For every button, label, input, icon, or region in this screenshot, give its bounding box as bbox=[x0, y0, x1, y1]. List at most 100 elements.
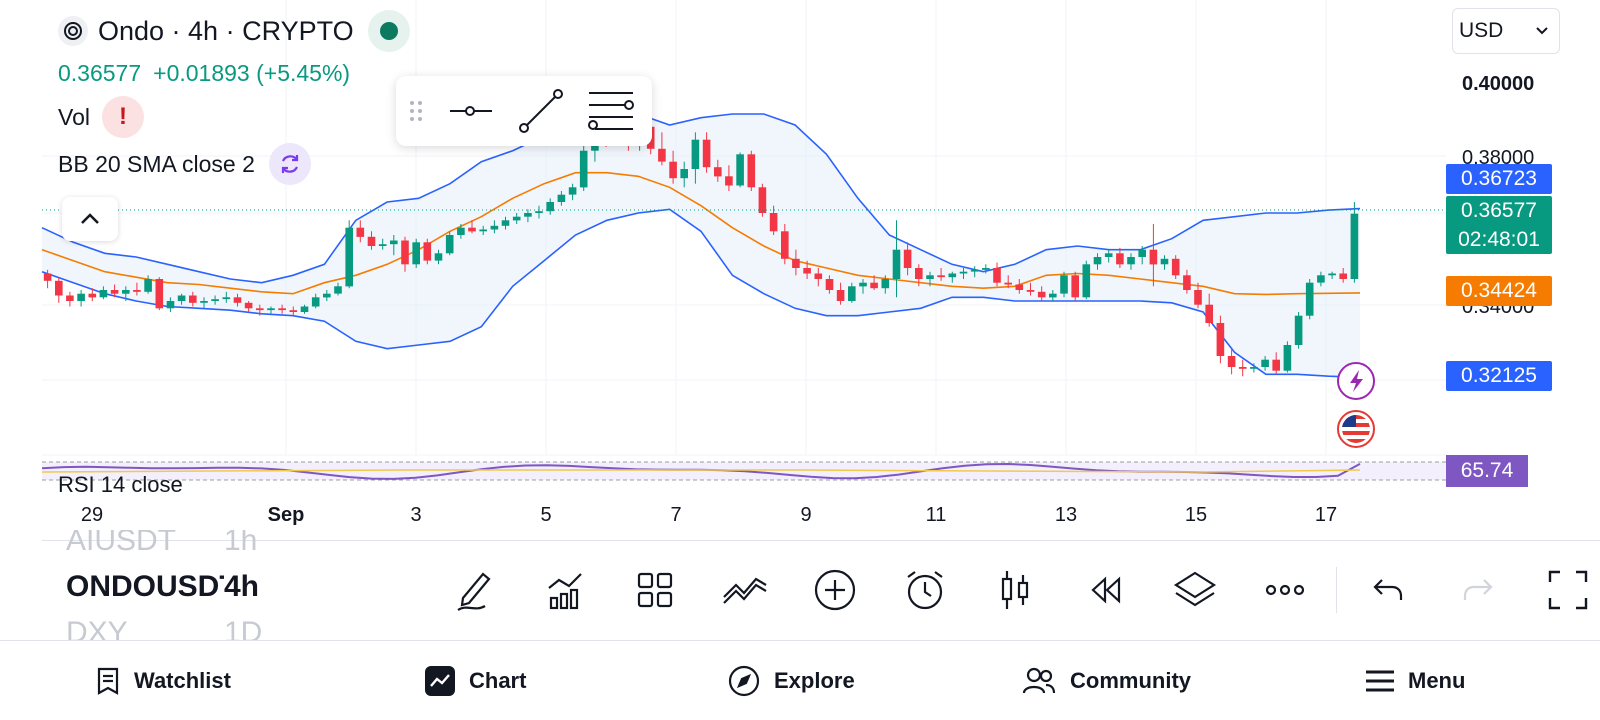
alert-icon[interactable] bbox=[880, 560, 970, 620]
time-tick: 9 bbox=[800, 504, 812, 526]
picker-symbol: ONDOUSDT bbox=[66, 570, 224, 603]
horizontal-ray-icon[interactable] bbox=[436, 81, 506, 141]
collapse-legend-button[interactable] bbox=[62, 197, 118, 241]
drag-handle-icon[interactable] bbox=[396, 99, 436, 123]
candle bbox=[1183, 269, 1191, 294]
market-status-icon[interactable] bbox=[367, 10, 410, 52]
layout-grid-icon[interactable] bbox=[610, 560, 700, 620]
candle bbox=[1194, 282, 1202, 309]
bollinger-fill bbox=[42, 110, 1360, 378]
bottom-navigation: Watchlist Chart Explore Community Menu bbox=[0, 640, 1600, 720]
candle bbox=[714, 159, 722, 182]
volume-legend[interactable]: Vol ! bbox=[58, 96, 144, 138]
candle bbox=[43, 269, 52, 289]
candle bbox=[345, 220, 353, 289]
candle bbox=[825, 275, 834, 294]
candle bbox=[166, 297, 175, 312]
nav-chart[interactable]: Chart bbox=[425, 665, 527, 696]
rsi-legend[interactable]: RSI 14 close bbox=[58, 472, 183, 496]
layers-icon[interactable] bbox=[1150, 560, 1240, 620]
currency-select[interactable]: USD bbox=[1452, 8, 1560, 54]
candle bbox=[725, 165, 733, 191]
symbol-legend[interactable]: Ondo · 4h · CRYPTO bbox=[58, 10, 410, 52]
time-tick: 7 bbox=[670, 504, 682, 526]
candle bbox=[434, 249, 443, 265]
candle bbox=[1104, 249, 1113, 263]
candle bbox=[970, 266, 979, 278]
bollinger-basis-line bbox=[41, 171, 1361, 296]
candle bbox=[1160, 255, 1169, 270]
last-price-tag-value: 0.36577 bbox=[1461, 199, 1537, 222]
price-change: +0.01893 (+5.45%) bbox=[153, 60, 351, 86]
bar-countdown: 02:48:01 bbox=[1458, 228, 1540, 251]
candle bbox=[367, 231, 376, 250]
picker-row[interactable]: AIUSDT 1h bbox=[66, 530, 257, 558]
candle bbox=[1116, 247, 1124, 268]
candle bbox=[702, 132, 711, 173]
picker-interval: 1h bbox=[224, 530, 258, 557]
refresh-icon[interactable] bbox=[268, 143, 311, 185]
redo-icon[interactable] bbox=[1433, 560, 1523, 620]
candle bbox=[546, 198, 554, 215]
rsi-label: RSI 14 close bbox=[58, 472, 183, 496]
symbol-interval-picker[interactable]: AIUSDT 1h ONDOUSDT 4h DXY 1D bbox=[66, 530, 276, 640]
candle bbox=[501, 216, 510, 230]
community-icon bbox=[1022, 667, 1056, 693]
candle bbox=[803, 260, 811, 279]
price-chart[interactable] bbox=[0, 0, 1600, 500]
nav-menu[interactable]: Menu bbox=[1366, 668, 1465, 694]
candle bbox=[512, 213, 521, 224]
candle bbox=[1317, 271, 1325, 287]
add-icon[interactable] bbox=[790, 560, 880, 620]
time-tick: 29 bbox=[80, 504, 104, 526]
chart-icon bbox=[425, 665, 455, 696]
candle bbox=[926, 271, 934, 287]
nav-explore[interactable]: Explore bbox=[728, 665, 855, 697]
candle-type-icon[interactable] bbox=[970, 560, 1060, 620]
trend-line-icon[interactable] bbox=[506, 81, 576, 141]
nav-community[interactable]: Community bbox=[1022, 667, 1191, 695]
picker-row-selected[interactable]: ONDOUSDT 4h bbox=[66, 570, 259, 604]
candle bbox=[99, 286, 108, 300]
fib-levels-icon[interactable] bbox=[576, 81, 646, 141]
candle bbox=[155, 277, 164, 311]
chart-toolbar bbox=[430, 560, 1600, 620]
candle bbox=[1305, 279, 1314, 320]
fullscreen-icon[interactable] bbox=[1523, 560, 1600, 620]
warning-icon[interactable]: ! bbox=[101, 96, 144, 138]
undo-icon[interactable] bbox=[1343, 560, 1433, 620]
candle bbox=[848, 282, 856, 303]
candle bbox=[579, 143, 588, 191]
candle bbox=[859, 279, 867, 294]
candle bbox=[1004, 275, 1012, 289]
candle bbox=[959, 268, 968, 279]
bolt-icon bbox=[1337, 362, 1375, 400]
toolbar-divider bbox=[1336, 567, 1337, 613]
indicators-icon[interactable] bbox=[520, 560, 610, 620]
candle bbox=[77, 290, 85, 307]
candle bbox=[669, 150, 677, 184]
compare-icon[interactable] bbox=[700, 560, 790, 620]
more-icon[interactable] bbox=[1240, 560, 1330, 620]
candle bbox=[88, 288, 97, 301]
candle bbox=[736, 152, 744, 188]
candle bbox=[1049, 290, 1057, 301]
candle bbox=[233, 293, 242, 307]
nav-chart-label: Chart bbox=[469, 667, 527, 693]
candle bbox=[390, 235, 398, 256]
nav-watchlist[interactable]: Watchlist bbox=[96, 667, 231, 695]
picker-symbol: AIUSDT bbox=[66, 530, 177, 557]
candle bbox=[758, 183, 767, 217]
bollinger-label: BB 20 SMA close 2 bbox=[58, 150, 255, 177]
candle bbox=[993, 262, 1001, 287]
bollinger-legend[interactable]: BB 20 SMA close 2 bbox=[58, 143, 311, 185]
candle bbox=[691, 132, 700, 184]
bb-lower-tag: 0.32125 bbox=[1446, 361, 1552, 391]
time-tick: 3 bbox=[410, 504, 422, 526]
candle bbox=[1216, 315, 1225, 364]
candle bbox=[457, 224, 465, 239]
replay-icon[interactable] bbox=[1060, 560, 1150, 620]
picker-row[interactable]: DXY 1D bbox=[66, 616, 262, 640]
draw-icon[interactable] bbox=[430, 560, 520, 620]
candle bbox=[490, 220, 499, 234]
